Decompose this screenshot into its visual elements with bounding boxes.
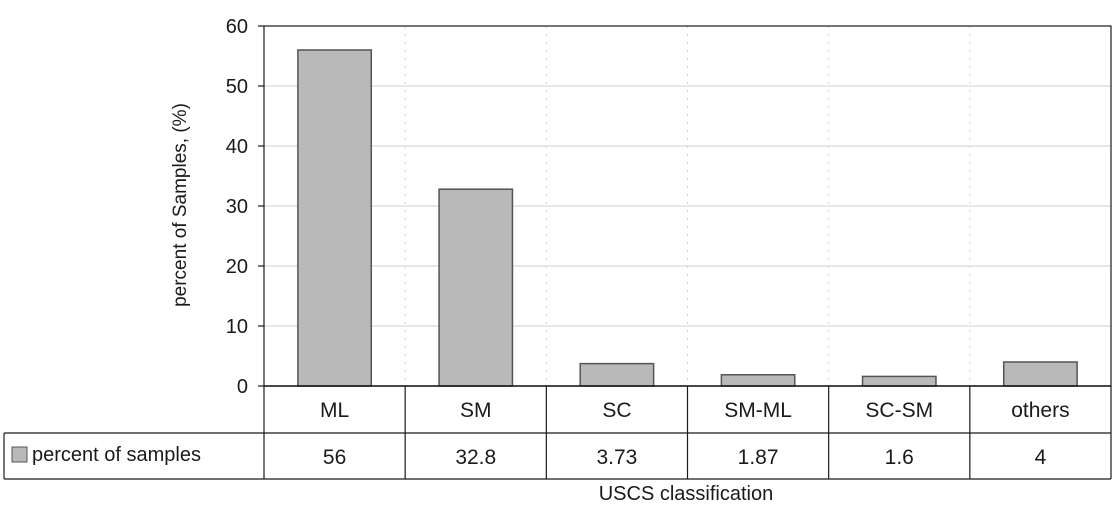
category-label: SC-SM — [865, 399, 933, 422]
y-tick-labels: 0 10 20 30 40 50 60 — [226, 16, 248, 398]
bar-sm — [438, 188, 514, 387]
legend-entry: percent of samples — [11, 444, 201, 466]
bar-others — [1002, 361, 1078, 387]
value-label: 3.73 — [596, 446, 637, 469]
bar-sm-ml — [720, 374, 796, 387]
y-tick-label: 40 — [226, 136, 248, 158]
data-table: ML 56 SM 32.8 SC 3.73 SM-ML 1.87 SC-SM 1.6 others 4 — [3, 385, 1112, 480]
x-axis-label: USCS classification — [599, 483, 774, 505]
gridlines — [264, 25, 1111, 386]
legend-label: percent of samples — [32, 444, 201, 466]
y-tick-label: 30 — [226, 196, 248, 218]
value-label: 56 — [323, 446, 346, 469]
value-label: 1.6 — [885, 446, 914, 469]
value-label: 4 — [1035, 446, 1047, 469]
y-tick-label: 20 — [226, 256, 248, 278]
bar-ml — [297, 49, 373, 387]
value-label: 1.87 — [738, 446, 779, 469]
category-label: others — [1011, 399, 1069, 422]
y-tick-label: 60 — [226, 16, 248, 38]
bar-sc-sm — [861, 375, 937, 387]
category-label: SM-ML — [724, 399, 792, 422]
y-tick-label: 50 — [226, 76, 248, 98]
category-label: SM — [460, 399, 492, 422]
y-tick-label: 0 — [237, 376, 248, 398]
bars — [297, 49, 1078, 387]
y-tick-label: 10 — [226, 316, 248, 338]
value-label: 32.8 — [455, 446, 496, 469]
category-label: ML — [320, 399, 349, 422]
category-label: SC — [602, 399, 631, 422]
bar-sc — [579, 362, 655, 387]
legend-swatch — [11, 446, 28, 463]
y-axis-label: percent of Samples, (%) — [170, 103, 191, 307]
